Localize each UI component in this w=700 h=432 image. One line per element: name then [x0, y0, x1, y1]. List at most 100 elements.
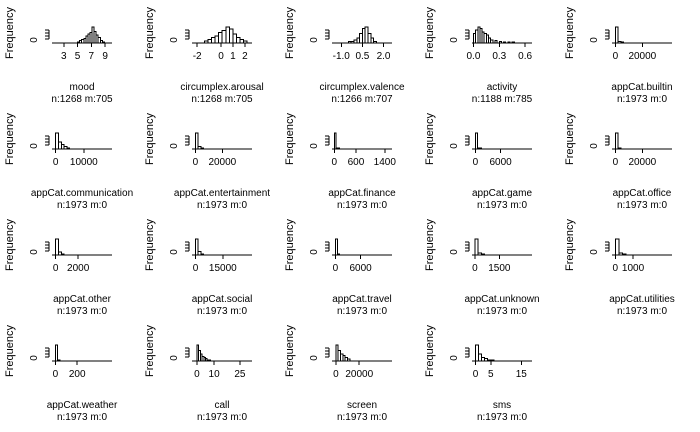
- y-tick-label: 0: [29, 355, 40, 361]
- sample-count: n:1973 m:0: [337, 306, 387, 317]
- sample-count: n:1973 m:0: [57, 412, 107, 423]
- histogram-bar: [474, 238, 479, 256]
- x-tick-label: 0: [613, 263, 619, 274]
- variable-name: screen: [347, 400, 377, 411]
- y-axis-label: Frequency: [4, 7, 16, 59]
- sample-count: n:1268 m:705: [51, 94, 113, 105]
- variable-name: mood: [69, 82, 94, 93]
- y-axis-label: Frequency: [144, 113, 156, 165]
- y-axis-label: Frequency: [424, 7, 436, 59]
- variable-name: appCat.social: [192, 294, 253, 305]
- y-tick-label: 0: [309, 249, 320, 255]
- histogram-bar: [614, 238, 620, 256]
- y-tick-label: 0: [169, 143, 180, 149]
- sample-count: n:1973 m:0: [477, 412, 527, 423]
- sample-count: n:1973 m:0: [337, 412, 387, 423]
- histogram-bar: [228, 28, 234, 44]
- variable-name: appCat.communication: [31, 188, 133, 199]
- histogram-bar: [218, 31, 223, 44]
- histogram-bar: [236, 37, 241, 44]
- x-tick-label: 0: [53, 263, 59, 274]
- sample-count: n:1973 m:0: [57, 306, 107, 317]
- histogram-panel: Frequency 0 0 20000 appCat.entertainmentn:19…: [144, 113, 270, 211]
- y-tick-label: 0: [449, 355, 460, 361]
- sample-count: n:1973 m:0: [617, 200, 667, 211]
- histogram-bar: [54, 344, 59, 362]
- x-tick-label: 20000: [628, 51, 656, 62]
- x-tick-label: 20000: [628, 157, 656, 168]
- x-tick-label: 200: [69, 369, 86, 380]
- x-tick-label: 0: [193, 263, 199, 274]
- x-tick-label: 25: [234, 369, 246, 380]
- histogram-bar: [232, 33, 237, 44]
- y-axis-label: Frequency: [424, 113, 436, 165]
- y-tick-label: 0: [29, 249, 40, 255]
- histogram-bar: [225, 26, 230, 44]
- x-tick-label: 0: [333, 369, 339, 380]
- y-tick-label: 0: [449, 37, 460, 43]
- variable-name: appCat.utilities: [609, 294, 675, 305]
- y-tick-label: 0: [589, 143, 600, 149]
- x-tick-label: 1: [230, 51, 236, 62]
- x-tick-label: 10: [209, 369, 221, 380]
- x-tick-label: 5: [488, 369, 494, 380]
- x-tick-label: 0: [53, 157, 59, 168]
- sample-count: n:1973 m:0: [477, 200, 527, 211]
- variable-name: appCat.office: [613, 188, 672, 199]
- histogram-panel: Frequency 0 0 10000 appCat.communicationn:19…: [4, 113, 133, 211]
- variable-name: appCat.unknown: [464, 294, 539, 305]
- y-tick-label: 0: [449, 143, 460, 149]
- x-tick-label: 3: [61, 51, 67, 62]
- y-tick-label: 0: [309, 355, 320, 361]
- x-tick-label: 6000: [489, 157, 512, 168]
- sample-count: n:1973 m:0: [617, 306, 667, 317]
- x-tick-label: 15: [516, 369, 528, 380]
- variable-name: circumplex.arousal: [180, 82, 263, 93]
- y-tick-label: 0: [169, 355, 180, 361]
- y-axis-label: Frequency: [424, 219, 436, 271]
- sample-count: n:1973 m:0: [197, 306, 247, 317]
- x-tick-label: -1.0: [333, 51, 351, 62]
- x-tick-label: -2: [193, 51, 202, 62]
- y-axis-label: Frequency: [4, 113, 16, 165]
- histogram-panel: Frequency 0 -1.0 0.5 2.0 circumplex.valencen:…: [284, 7, 405, 105]
- sample-count: n:1973 m:0: [197, 200, 247, 211]
- variable-name: circumplex.valence: [319, 82, 404, 93]
- x-tick-label: 15000: [209, 263, 237, 274]
- variable-name: appCat.travel: [332, 294, 391, 305]
- variable-name: appCat.finance: [328, 188, 396, 199]
- sample-count: n:1973 m:0: [337, 200, 387, 211]
- histogram-bar: [214, 35, 220, 44]
- x-tick-label: 20000: [345, 369, 373, 380]
- y-axis-label: Frequency: [564, 7, 576, 59]
- histogram-bar: [207, 38, 212, 44]
- x-tick-label: 5: [75, 51, 81, 62]
- x-tick-label: 0: [473, 369, 479, 380]
- sample-count: n:1268 m:705: [191, 94, 253, 105]
- x-tick-label: 9: [102, 51, 108, 62]
- x-tick-label: 0: [473, 157, 479, 168]
- x-tick-label: 2: [242, 51, 248, 62]
- y-tick-label: 0: [589, 249, 600, 255]
- x-tick-label: 0: [472, 263, 478, 274]
- x-tick-label: 0: [332, 157, 338, 168]
- y-tick-label: 0: [169, 249, 180, 255]
- y-axis-label: Frequency: [144, 7, 156, 59]
- y-tick-label: 0: [449, 249, 460, 255]
- y-axis-label: Frequency: [284, 7, 296, 59]
- histogram-bar: [614, 26, 619, 44]
- sample-count: n:1973 m:0: [477, 306, 527, 317]
- x-tick-label: 7: [89, 51, 95, 62]
- histogram-panel: Frequency 0-2 0 1 2circumplex.arousaln:1268 …: [144, 7, 264, 105]
- y-axis-label: Frequency: [4, 219, 16, 271]
- variable-name: call: [214, 400, 229, 411]
- y-tick-label: 0: [29, 143, 40, 149]
